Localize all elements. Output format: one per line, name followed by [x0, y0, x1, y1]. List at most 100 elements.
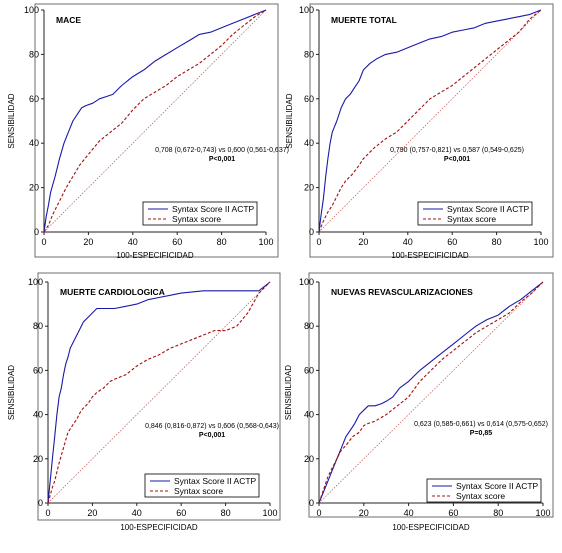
roc-panel-1: 0 20 40 60 80 100 0 20 40 60 80 100 100-ESPECIFICIDA… — [7, 3, 289, 260]
y-tick-label: 20 — [29, 183, 39, 193]
legend-label: Syntax score — [447, 214, 496, 224]
auc-annotation: 0,708 (0,672-0,743) vs 0,600 (0,561-0,63… — [155, 147, 289, 154]
reference-diagonal — [47, 281, 271, 504]
y-tick-label: 20 — [33, 454, 43, 464]
y-tick-label: 100 — [24, 5, 39, 15]
x-tick-label: 40 — [404, 508, 414, 518]
x-tick-label: 80 — [217, 237, 227, 247]
roc-curve-syntax-score-ii-actp — [318, 9, 542, 233]
x-tick-label: 20 — [83, 237, 93, 247]
y-tick-label: 100 — [299, 5, 314, 15]
roc-curve-syntax-score — [318, 9, 542, 233]
panel-title: MACE — [56, 15, 81, 25]
x-tick-label: 20 — [358, 237, 368, 247]
p-value-annotation: P<0,001 — [209, 156, 235, 163]
roc-curve-syntax-score-ii-actp — [43, 9, 267, 233]
roc-panel-2: 0 20 40 60 80 100 0 20 40 60 80 100 100-ESPECIFICIDA… — [285, 3, 554, 260]
y-tick-label: 80 — [33, 321, 43, 331]
x-axis-title: 100-ESPECIFICIDAD — [391, 251, 469, 260]
roc-curve-syntax-score — [47, 281, 271, 504]
x-tick-label: 40 — [132, 508, 142, 518]
y-tick-label: 80 — [29, 49, 39, 59]
y-tick-label: 40 — [304, 138, 314, 148]
x-tick-label: 20 — [87, 508, 97, 518]
x-axis-title: 100-ESPECIFICIDAD — [116, 251, 194, 260]
x-tick-label: 60 — [172, 237, 182, 247]
y-tick-label: 0 — [309, 498, 314, 508]
auc-annotation: 0,623 (0,585-0,661) vs 0,614 (0,575-0,65… — [414, 421, 548, 428]
panel-frame — [308, 272, 554, 518]
x-axis-title: 100-ESPECIFICIDAD — [120, 523, 198, 532]
p-value-annotation: P<0,001 — [199, 432, 225, 439]
x-tick-label: 40 — [128, 237, 138, 247]
roc-curve-syntax-score — [318, 281, 544, 504]
p-value-annotation: P=0,85 — [470, 430, 492, 437]
y-tick-label: 40 — [33, 410, 43, 420]
x-tick-label: 80 — [492, 237, 502, 247]
roc-panel-3: 0 20 40 60 80 100 0 20 40 60 80 100 100-ESPECIFICIDA… — [7, 272, 281, 532]
x-tick-label: 100 — [262, 508, 277, 518]
x-tick-label: 60 — [176, 508, 186, 518]
y-tick-label: 0 — [309, 227, 314, 237]
panel-title: MUERTE TOTAL — [331, 15, 397, 25]
legend-box — [144, 473, 260, 498]
panel-title: MUERTE CARDIOLOGICA — [60, 287, 165, 297]
x-axis-title: 100-ESPECIFICIDAD — [392, 523, 470, 532]
legend-box — [417, 201, 533, 226]
x-tick-label: 100 — [258, 237, 273, 247]
x-tick-label: 40 — [403, 237, 413, 247]
roc-curve-syntax-score-ii-actp — [47, 281, 271, 504]
y-tick-label: 100 — [299, 277, 314, 287]
y-tick-label: 80 — [304, 49, 314, 59]
x-tick-label: 60 — [447, 237, 457, 247]
auc-annotation: 0,790 (0,757-0,821) vs 0,587 (0,549-0,62… — [390, 147, 524, 154]
legend-label: Syntax Score II ACTP — [447, 204, 530, 214]
y-tick-label: 80 — [304, 321, 314, 331]
y-tick-label: 40 — [29, 138, 39, 148]
legend-box — [142, 201, 258, 226]
x-tick-label: 20 — [359, 508, 369, 518]
x-tick-label: 0 — [316, 237, 321, 247]
roc-curve-syntax-score-ii-actp — [318, 281, 544, 504]
y-axis-title: SENSIBILIDAD — [285, 93, 294, 148]
x-tick-label: 60 — [448, 508, 458, 518]
x-tick-label: 80 — [493, 508, 503, 518]
legend-label: Syntax Score II ACTP — [172, 204, 255, 214]
x-tick-label: 0 — [45, 508, 50, 518]
y-tick-label: 60 — [304, 365, 314, 375]
legend-label: Syntax score — [174, 486, 223, 496]
x-tick-label: 100 — [533, 237, 548, 247]
x-tick-label: 0 — [316, 508, 321, 518]
legend-label: Syntax score — [456, 491, 505, 501]
y-tick-label: 100 — [28, 277, 43, 287]
auc-annotation: 0,846 (0,816-0,872) vs 0,606 (0,568-0,64… — [145, 423, 279, 430]
panel-frame — [34, 3, 279, 258]
reference-diagonal — [318, 9, 542, 233]
y-axis-title: SENSIBILIDAD — [7, 365, 16, 420]
x-tick-label: 100 — [535, 508, 550, 518]
y-tick-label: 0 — [34, 227, 39, 237]
legend-label: Syntax Score II ACTP — [456, 481, 539, 491]
y-tick-label: 60 — [304, 94, 314, 104]
legend-box — [426, 478, 542, 503]
legend-label: Syntax Score II ACTP — [174, 476, 257, 486]
roc-panel-4: 0 20 40 60 80 100 0 20 40 60 80 100 100-ESPECIFICIDA… — [284, 272, 554, 532]
y-tick-label: 60 — [33, 365, 43, 375]
panel-title: NUEVAS REVASCULARIZACIONES — [331, 287, 473, 297]
y-tick-label: 0 — [38, 498, 43, 508]
roc-curve-syntax-score — [43, 9, 267, 233]
y-tick-label: 20 — [304, 183, 314, 193]
reference-diagonal — [318, 281, 544, 504]
reference-diagonal — [43, 9, 267, 233]
y-tick-label: 40 — [304, 410, 314, 420]
y-tick-label: 20 — [304, 454, 314, 464]
x-tick-label: 80 — [221, 508, 231, 518]
y-axis-title: SENSIBILIDAD — [7, 93, 16, 148]
x-tick-label: 0 — [41, 237, 46, 247]
p-value-annotation: P<0,001 — [444, 156, 470, 163]
